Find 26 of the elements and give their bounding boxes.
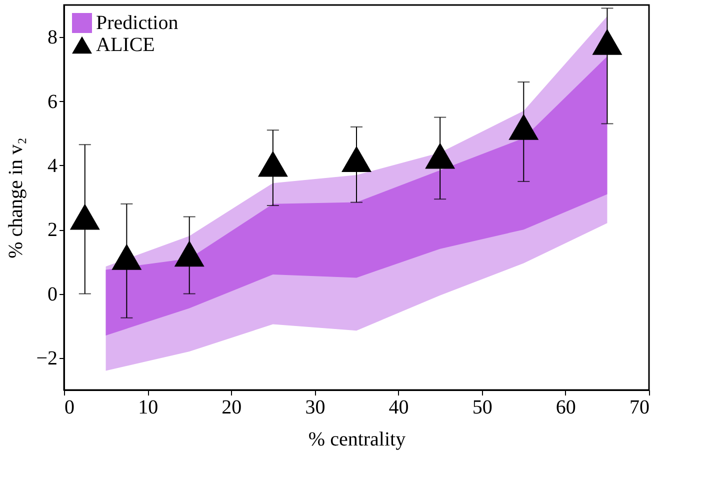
point <box>425 142 456 169</box>
point <box>112 244 142 270</box>
point <box>258 150 288 177</box>
y-tick-label: −2 <box>36 347 58 370</box>
legend-label: Prediction <box>96 12 178 34</box>
x-tick-label: 50 <box>472 396 492 418</box>
x-tick-label: 0 <box>64 396 74 418</box>
x-tick-label: 70 <box>630 396 650 418</box>
point <box>70 204 100 230</box>
y-tick-label: 6 <box>48 90 58 113</box>
y-tick-label: 8 <box>48 26 58 49</box>
x-tick-label: 40 <box>388 396 409 418</box>
y-tick-label: 4 <box>48 154 58 177</box>
y-tick-label: 2 <box>48 219 58 242</box>
y-axis-title: % change in v₂ <box>5 138 28 258</box>
legend-label: ALICE <box>96 34 155 56</box>
x-tick-label: 60 <box>556 396 576 418</box>
point <box>342 146 372 172</box>
x-tick-label: 20 <box>222 396 242 418</box>
x-tick-label: 30 <box>305 396 326 418</box>
x-tick-label: 10 <box>138 396 158 418</box>
y-tick-label: 0 <box>48 283 58 306</box>
point <box>174 240 204 267</box>
point <box>592 28 622 55</box>
x-axis-title: % centrality <box>308 428 406 450</box>
point <box>508 114 539 140</box>
